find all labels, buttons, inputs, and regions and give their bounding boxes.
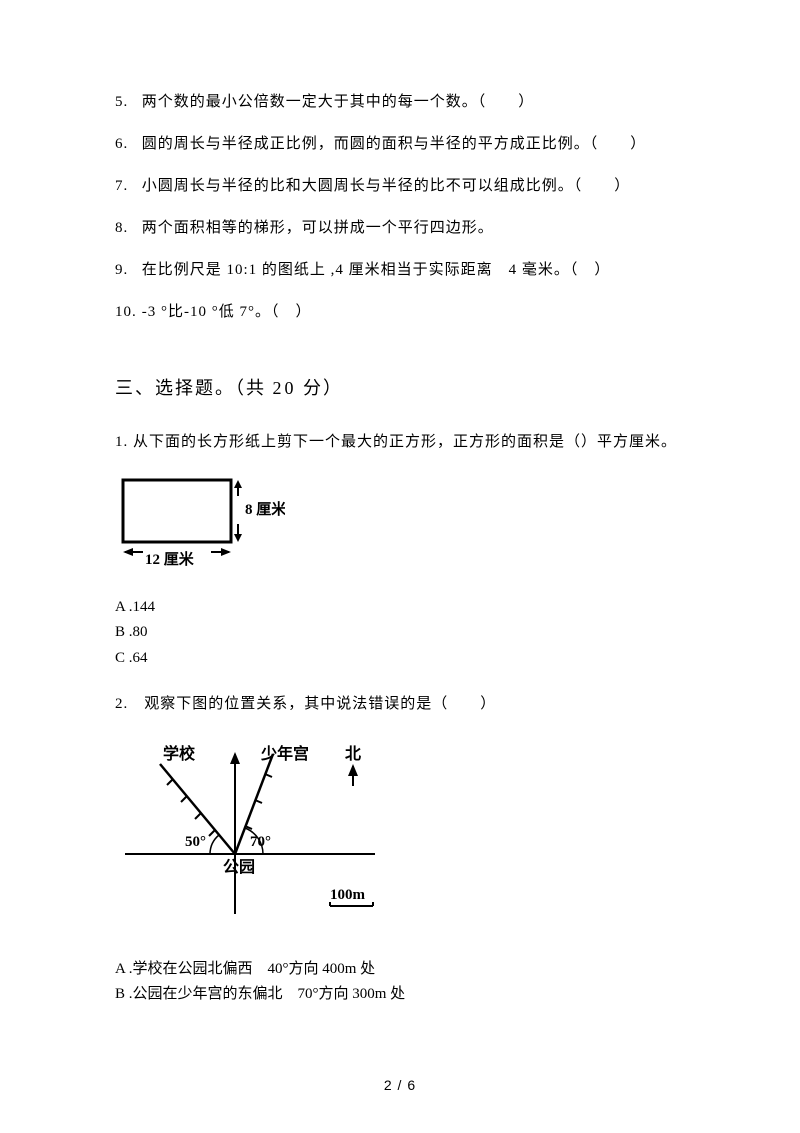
- park-label: 公园: [223, 858, 255, 876]
- q1-figure: 8 厘米 12 厘米: [115, 472, 685, 572]
- tf-num: 10.: [115, 300, 137, 324]
- tf-num: 7.: [115, 174, 137, 198]
- angle-70: 70°: [250, 834, 271, 850]
- height-label: 8 厘米: [245, 500, 285, 518]
- true-false-list: 5. 两个数的最小公倍数一定大于其中的每一个数。（ ） 6. 圆的周长与半径成正…: [115, 90, 685, 324]
- q1-option-b: B .80: [115, 621, 685, 644]
- tf-num: 8.: [115, 216, 137, 240]
- tf-item-8: 8. 两个面积相等的梯形，可以拼成一个平行四边形。: [115, 216, 685, 240]
- tf-text: 圆的周长与半径成正比例，而圆的面积与半径的平方成正比例。（ ）: [142, 136, 647, 152]
- tf-item-7: 7. 小圆周长与半径的比和大圆周长与半径的比不可以组成比例。（ ）: [115, 174, 685, 198]
- section-3-title: 三、选择题。（共 20 分）: [115, 374, 685, 400]
- q1-stem: 1. 从下面的长方形纸上剪下一个最大的正方形，正方形的面积是（）平方厘米。: [115, 430, 685, 454]
- q1-option-a: A .144: [115, 596, 685, 619]
- tf-item-10: 10. -3 °比-10 °低 7°。（ ）: [115, 300, 685, 324]
- q1-option-c: C .64: [115, 647, 685, 670]
- tf-item-5: 5. 两个数的最小公倍数一定大于其中的每一个数。（ ）: [115, 90, 685, 114]
- q2-stem: 2. 观察下图的位置关系，其中说法错误的是（ ）: [115, 692, 685, 716]
- q1-options: A .144 B .80 C .64: [115, 596, 685, 670]
- tf-num: 5.: [115, 90, 137, 114]
- palace-label: 少年宫: [260, 744, 309, 763]
- q2-option-a: A .学校在公园北偏西 40°方向 400m 处: [115, 958, 685, 981]
- tf-text: -3 °比-10 °低 7°。（ ）: [142, 304, 312, 320]
- section-points: 20: [273, 378, 297, 398]
- rectangle-diagram: 8 厘米 12 厘米: [115, 472, 285, 572]
- q2-figure: 学校 少年宫 北 50° 70° 公园 100m: [115, 734, 685, 934]
- angle-50: 50°: [185, 834, 206, 850]
- page-footer: 2 / 6: [0, 1077, 800, 1093]
- direction-diagram: 学校 少年宫 北 50° 70° 公园 100m: [115, 734, 415, 934]
- tf-item-9: 9. 在比例尺是 10:1 的图纸上 ,4 厘米相当于实际距离 4 毫米。（ ）: [115, 258, 685, 282]
- q2-option-b: B .公园在少年宫的东偏北 70°方向 300m 处: [115, 983, 685, 1006]
- scale-label: 100m: [330, 887, 366, 903]
- tf-text: 两个数的最小公倍数一定大于其中的每一个数。（ ）: [142, 94, 535, 110]
- tf-text: 两个面积相等的梯形，可以拼成一个平行四边形。: [142, 220, 494, 236]
- school-label: 学校: [163, 744, 196, 763]
- tf-num: 6.: [115, 132, 137, 156]
- tf-text: 小圆周长与半径的比和大圆周长与半径的比不可以组成比例。（ ）: [142, 178, 631, 194]
- width-label: 12 厘米: [145, 550, 195, 568]
- tf-item-6: 6. 圆的周长与半径成正比例，而圆的面积与半径的平方成正比例。（ ）: [115, 132, 685, 156]
- tf-text: 在比例尺是 10:1 的图纸上 ,4 厘米相当于实际距离 4 毫米。（ ）: [142, 262, 611, 278]
- q2-options: A .学校在公园北偏西 40°方向 400m 处 B .公园在少年宫的东偏北 7…: [115, 958, 685, 1007]
- tf-num: 9.: [115, 258, 137, 282]
- north-label: 北: [345, 745, 361, 763]
- section-suffix: 分）: [303, 378, 343, 398]
- section-prefix: 三、选择题。（共: [115, 378, 266, 398]
